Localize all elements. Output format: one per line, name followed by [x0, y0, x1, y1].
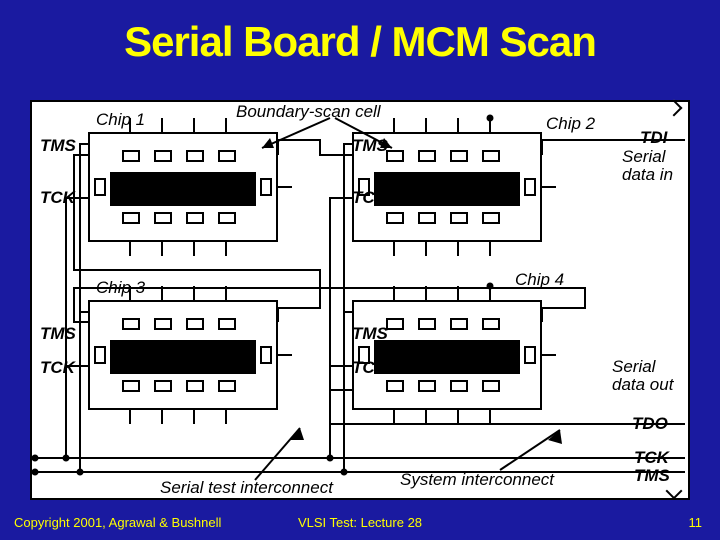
diagram-area: Chip 1 Chip 2 Chip 3 Chip 4 Boundary-sca…	[30, 100, 690, 500]
footer-page: 11	[689, 515, 703, 530]
slide-title: Serial Board / MCM Scan	[0, 18, 720, 66]
slide: Serial Board / MCM Scan	[0, 0, 720, 540]
diagram-frame	[30, 100, 690, 500]
footer-lecture: VLSI Test: Lecture 28	[298, 515, 422, 530]
footer-copyright: Copyright 2001, Agrawal & Bushnell	[14, 515, 221, 530]
